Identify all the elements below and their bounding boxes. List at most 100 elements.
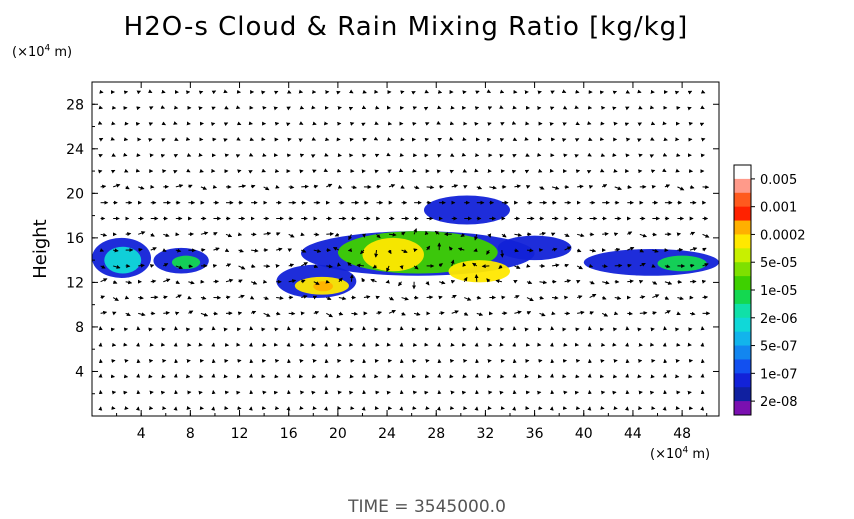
- wind-vector-17: [98, 137, 104, 142]
- legend-swatch-12: [734, 331, 751, 347]
- wind-vector-767: [550, 232, 556, 237]
- wind-vector-133: [175, 294, 182, 299]
- wind-vector-910: [639, 295, 646, 300]
- x-axis: 4 8 12 16 20 24 28 32 36 40 44 48: [116, 82, 708, 442]
- wind-vector-367: [313, 248, 322, 253]
- wind-vector-700: [514, 295, 520, 299]
- wind-vector-448: [363, 295, 371, 300]
- wind-vector-661: [486, 249, 491, 255]
- wind-vector-332: [287, 137, 292, 142]
- x-tick-label-20: 20: [329, 426, 347, 442]
- wind-vector-373: [310, 154, 316, 159]
- wind-vector-364: [312, 295, 318, 300]
- wind-vector-914: [639, 233, 648, 238]
- wind-vector-49: [124, 295, 130, 300]
- wind-vector-249: [236, 121, 242, 126]
- wind-vector-959: [664, 184, 671, 189]
- wind-vector-566: [424, 89, 429, 94]
- wind-vector-954: [664, 264, 671, 269]
- legend-label-4: 1e-05: [760, 284, 798, 299]
- wind-vector-813: [575, 169, 581, 174]
- wind-vector-355: [299, 105, 305, 110]
- wind-vector-511: [401, 296, 409, 301]
- wind-vector-939: [650, 169, 656, 174]
- wind-vector-919: [638, 153, 643, 158]
- wind-vector-931: [652, 294, 660, 299]
- cloud-region-14: [657, 255, 707, 272]
- wind-vector-702: [514, 265, 521, 269]
- cloud-region-11: [423, 195, 510, 225]
- wind-vector-393: [323, 168, 328, 173]
- wind-vector-636: [476, 312, 484, 317]
- wind-vector-587: [437, 89, 443, 94]
- wind-vector-513: [399, 265, 404, 270]
- wind-vector-284: [263, 231, 272, 236]
- wind-vector-163: [186, 153, 192, 157]
- wind-vector-346: [301, 248, 307, 253]
- wind-vector-259: [249, 295, 255, 300]
- wind-vector-35: [112, 183, 121, 188]
- wind-vector-723: [526, 263, 531, 268]
- wind-vector-93: [149, 264, 155, 268]
- wind-vector-221: [225, 233, 233, 238]
- wind-vector-976: [677, 247, 684, 252]
- wind-vector-392: [326, 183, 333, 188]
- x-unit-exponent: 4: [682, 445, 689, 456]
- wind-vector-219: [225, 263, 232, 268]
- wind-vector-891: [627, 263, 632, 268]
- wind-vector-535: [413, 248, 418, 253]
- wind-vector-940: [649, 154, 655, 158]
- wind-vector-434: [351, 185, 357, 190]
- wind-vector-300: [276, 311, 281, 316]
- wind-vector-935: [652, 232, 657, 237]
- wind-vector-387: [326, 264, 333, 269]
- wind-vector-410: [334, 232, 340, 237]
- wind-vector-618: [462, 262, 467, 267]
- wind-vector-16: [98, 153, 103, 158]
- legend-swatch-16: [734, 387, 751, 402]
- legend-swatch-1: [734, 178, 751, 194]
- wind-vector-461: [362, 89, 367, 94]
- wind-vector-827: [589, 280, 595, 285]
- wind-vector-178: [200, 248, 206, 253]
- cloud-region-12: [497, 235, 572, 261]
- wind-vector-565: [423, 106, 429, 111]
- wind-vector-977: [676, 232, 682, 237]
- wind-vector-826: [589, 293, 597, 298]
- legend-swatch-9: [734, 290, 751, 305]
- wind-vector-888: [627, 311, 633, 316]
- wind-vector-564: [425, 122, 430, 126]
- wind-vector-8: [100, 278, 108, 283]
- wind-vector-615: [463, 311, 469, 316]
- wind-vector-973: [677, 296, 684, 301]
- wind-vector-279: [263, 312, 271, 317]
- wind-vector-301: [276, 296, 284, 300]
- wind-vector-113: [163, 278, 171, 283]
- wind-vector-933: [651, 263, 656, 268]
- legend-swatch-10: [734, 303, 751, 319]
- wind-vector-142: [173, 153, 179, 158]
- wind-vector-876: [613, 168, 618, 173]
- wind-vector-812: [577, 184, 584, 189]
- wind-vector-240: [238, 265, 246, 270]
- wind-vector-83: [136, 90, 142, 95]
- wind-vector-742: [539, 295, 544, 300]
- wind-vector-514: [401, 249, 408, 253]
- wind-vector-345: [301, 262, 308, 267]
- y-tick-label-12: 12: [66, 275, 84, 291]
- x-tick-label-36: 36: [526, 426, 544, 442]
- y-tick-label-20: 20: [66, 186, 84, 202]
- x-tick-label-44: 44: [624, 426, 642, 442]
- wind-vector-602: [451, 184, 459, 189]
- wind-vector-815: [574, 138, 580, 142]
- wind-vector-217: [225, 295, 231, 300]
- wind-vector-428: [349, 274, 354, 282]
- wind-vector-624: [462, 168, 468, 173]
- wind-vector-220: [224, 248, 230, 253]
- wind-vector-641: [474, 234, 478, 241]
- wind-vector-132: [174, 311, 180, 316]
- y-unit-exponent: 4: [44, 43, 51, 54]
- wind-vector-203: [212, 184, 218, 189]
- legend-swatch-14: [734, 359, 751, 374]
- wind-vector-623: [463, 185, 468, 189]
